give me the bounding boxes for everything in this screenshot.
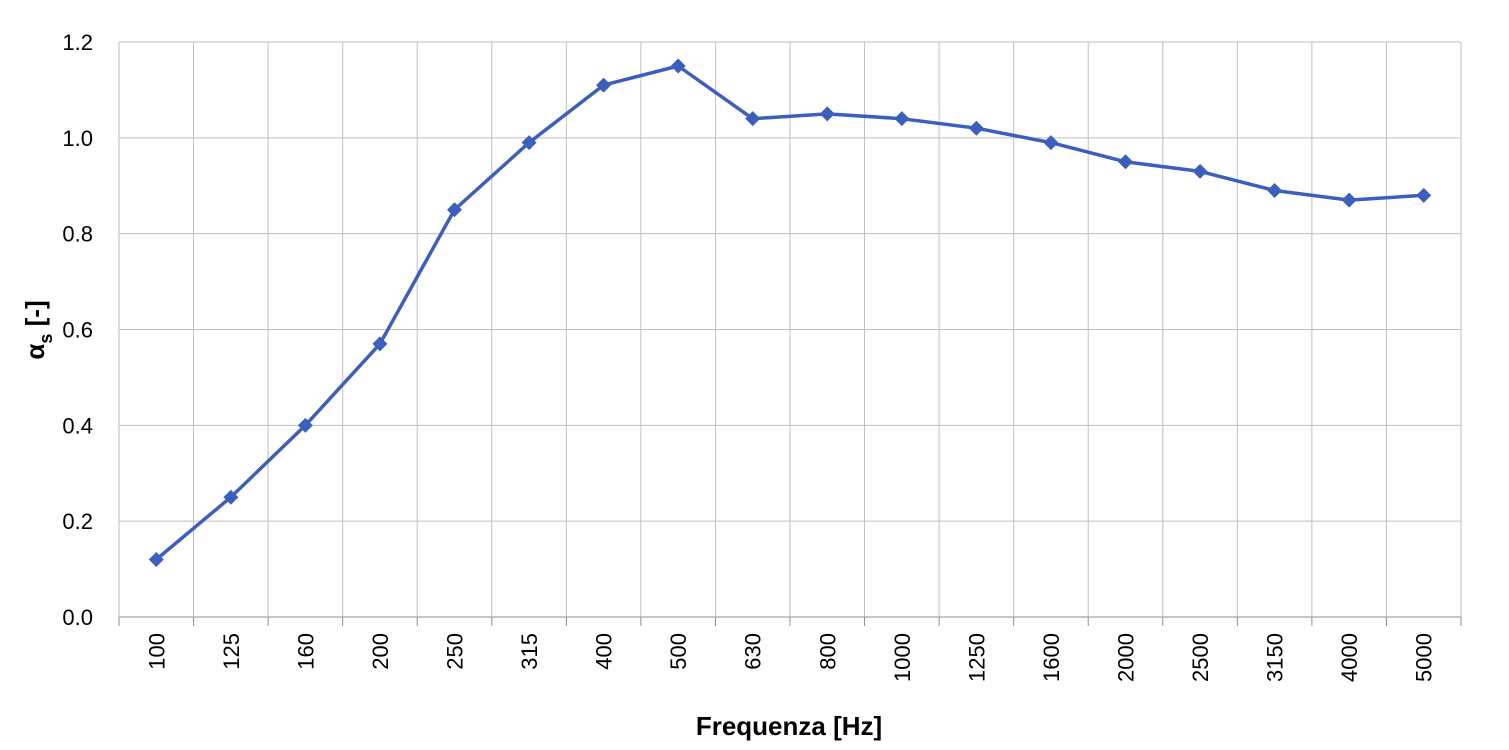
data-point-marker <box>1192 163 1208 179</box>
data-point-marker <box>297 417 313 433</box>
x-tick-label: 1250 <box>964 633 989 682</box>
x-tick-label: 250 <box>443 633 468 670</box>
x-tick-label: 200 <box>368 633 393 670</box>
x-tick-label: 1000 <box>890 633 915 682</box>
y-tick-label: 0.8 <box>62 222 93 247</box>
data-point-marker <box>223 489 239 505</box>
data-point-marker <box>1341 192 1357 208</box>
y-axis-title-subscript: s <box>36 334 56 344</box>
y-axis-title-unit: [-] <box>20 300 50 333</box>
data-point-marker <box>447 202 462 218</box>
x-tick-labels: 100 125 160 200 250 315 400 500 630 800 1000 1250 16… <box>144 633 1436 682</box>
data-point-marker <box>372 336 388 352</box>
x-tick-label: 2000 <box>1114 633 1139 682</box>
data-point-marker <box>1118 154 1133 170</box>
data-point-marker <box>670 58 686 74</box>
data-point-marker <box>894 111 910 127</box>
x-tick-label: 315 <box>517 633 542 670</box>
x-tick-label: 100 <box>144 633 169 670</box>
x-tick-label: 160 <box>293 633 318 670</box>
x-tick-label: 630 <box>741 633 766 670</box>
y-tick-label: 0.2 <box>62 509 93 534</box>
x-tick-label: 400 <box>592 633 617 670</box>
y-tick-label: 1.2 <box>62 30 93 55</box>
data-point-marker <box>596 77 612 93</box>
data-point-marker <box>968 120 984 136</box>
y-axis-title: αs [-] <box>20 300 56 359</box>
data-point-marker <box>521 135 537 151</box>
y-tick-labels: 0.0 0.2 0.4 0.6 0.8 1.0 1.2 <box>62 30 93 630</box>
y-tick-label: 1.0 <box>62 126 93 151</box>
x-tick-label: 5000 <box>1412 633 1437 682</box>
x-tick-label: 1600 <box>1039 633 1064 682</box>
data-point-marker <box>819 106 835 122</box>
y-tick-label: 0.4 <box>62 413 93 438</box>
y-tick-label: 0.6 <box>62 318 93 343</box>
x-tick-label: 3150 <box>1263 633 1288 682</box>
series-layer <box>148 58 1432 567</box>
y-tick-label: 0.0 <box>62 605 93 630</box>
data-point-marker <box>1267 183 1283 199</box>
data-point-marker <box>1416 187 1432 203</box>
x-tick-label: 500 <box>666 633 691 670</box>
x-tick-label: 2500 <box>1188 633 1213 682</box>
grid <box>118 41 1462 626</box>
series-line <box>155 64 1424 561</box>
x-tick-label: 125 <box>219 633 244 670</box>
data-point-marker <box>1043 135 1059 151</box>
data-point-marker <box>148 552 164 567</box>
x-axis-title: Frequenza [Hz] <box>696 711 882 741</box>
x-tick-label: 800 <box>815 633 840 670</box>
x-tick-label: 4000 <box>1337 633 1362 682</box>
data-point-marker <box>745 111 761 127</box>
y-axis-title-symbol: α <box>20 344 50 360</box>
